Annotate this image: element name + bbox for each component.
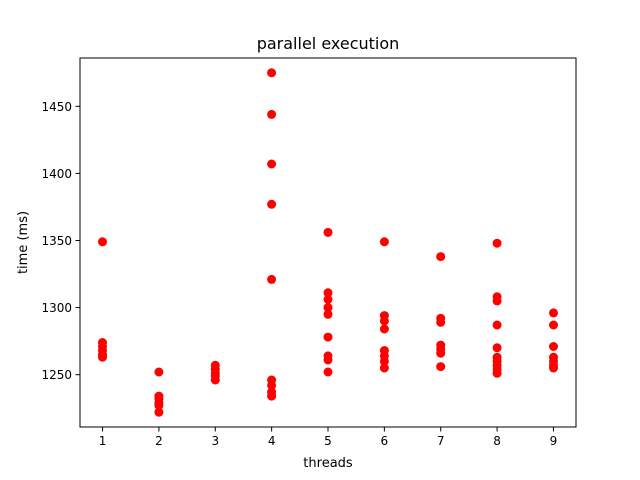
y-tick-label: 1300 <box>41 301 72 315</box>
x-tick-label: 4 <box>268 434 276 448</box>
data-point <box>379 324 389 334</box>
chart-title: parallel execution <box>257 34 400 53</box>
x-axis-label: threads <box>303 456 353 471</box>
data-point <box>492 238 502 248</box>
plot-area-frame <box>79 57 577 428</box>
data-point <box>436 317 446 327</box>
data-point <box>323 309 333 319</box>
data-point <box>154 401 164 410</box>
data-point <box>154 407 164 417</box>
data-point <box>323 227 333 237</box>
data-point <box>492 320 502 330</box>
data-point <box>267 68 277 78</box>
x-tick-label: 2 <box>155 434 163 448</box>
data-point <box>379 363 389 373</box>
data-point <box>98 352 107 362</box>
y-axis-label: time (ms) <box>16 211 31 274</box>
data-point <box>323 355 333 365</box>
y-tick-label: 1250 <box>41 368 72 382</box>
data-point <box>492 368 502 378</box>
data-point <box>436 252 446 262</box>
data-point <box>436 362 446 372</box>
x-tick-label: 1 <box>99 434 107 448</box>
data-point <box>323 332 333 342</box>
data-point <box>267 199 277 209</box>
x-tick-label: 5 <box>324 434 332 448</box>
data-point <box>210 375 220 385</box>
data-point <box>267 274 277 284</box>
data-point <box>492 296 502 306</box>
data-point <box>323 367 333 377</box>
data-point <box>549 308 558 318</box>
data-point <box>267 159 277 169</box>
data-point <box>549 363 558 373</box>
data-point <box>549 342 558 351</box>
x-tick-label: 8 <box>493 434 501 448</box>
data-point <box>323 303 333 313</box>
data-point <box>154 367 164 377</box>
data-point <box>492 343 502 353</box>
data-point <box>267 391 277 401</box>
x-axis-ticks: 1 2 3 4 5 6 7 8 9 <box>99 427 558 448</box>
data-point <box>436 348 446 358</box>
data-point <box>267 109 277 119</box>
data-point <box>323 295 333 304</box>
x-tick-label: 6 <box>381 434 389 448</box>
data-point <box>379 316 389 326</box>
y-tick-label: 1350 <box>41 234 72 248</box>
y-tick-label: 1450 <box>41 100 72 114</box>
x-tick-label: 7 <box>437 434 445 448</box>
y-axis-ticks: 1250 1300 1350 1400 1450 <box>41 100 80 382</box>
data-point <box>549 320 558 330</box>
data-point <box>323 288 333 298</box>
data-point <box>379 237 389 247</box>
x-tick-label: 3 <box>211 434 219 448</box>
data-point <box>379 356 389 366</box>
data-point <box>98 237 107 247</box>
data-point <box>267 380 277 390</box>
x-tick-label: 9 <box>550 434 558 448</box>
y-tick-label: 1400 <box>41 167 72 181</box>
data-points <box>98 68 558 417</box>
